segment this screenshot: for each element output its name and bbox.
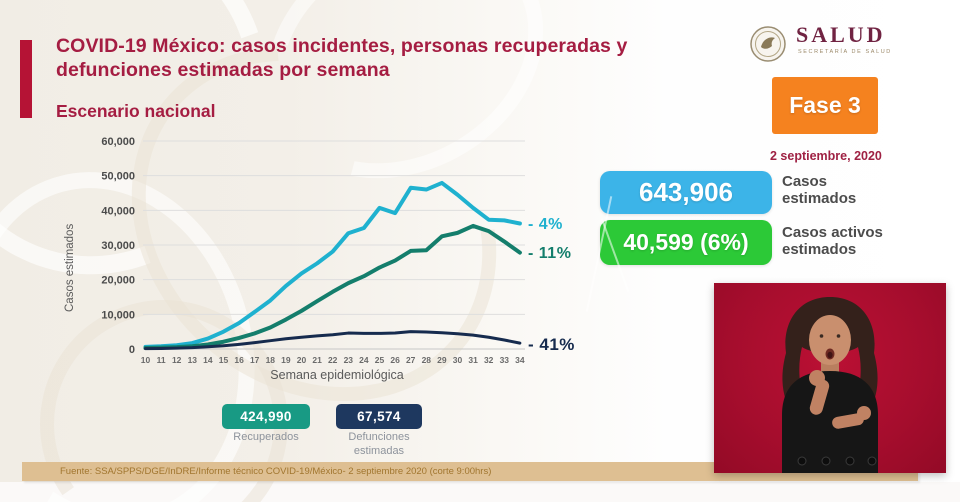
casos-activos-badge: 40,599 (6%) [600,220,772,265]
recuperados-label: Recuperados [233,431,299,443]
svg-text:30,000: 30,000 [101,240,135,252]
svg-text:50,000: 50,000 [101,171,135,183]
y-axis-title: Casos estimados [64,223,76,312]
svg-text:24: 24 [359,355,369,365]
salud-wordmark: SALUD [796,22,886,47]
svg-text:19: 19 [281,355,291,365]
svg-text:11: 11 [157,355,166,365]
salud-logo: SALUD SECRETARÍA DE SALUD [748,24,892,69]
pct-label-1: - 11% [528,245,572,262]
svg-text:31: 31 [468,355,478,365]
svg-text:33: 33 [500,355,510,365]
svg-text:25: 25 [375,355,385,365]
svg-text:12: 12 [172,355,182,365]
svg-text:15: 15 [219,355,229,365]
x-axis-title: Semana epidemiológica [270,368,404,382]
pct-label-2: - 41% [528,335,575,354]
svg-text:20: 20 [297,355,307,365]
svg-text:26: 26 [390,355,400,365]
casos-estimados-badge: 643,906 [600,171,772,214]
report-date: 2 septiembre, 2020 [770,149,882,163]
svg-text:34: 34 [515,355,525,365]
svg-text:16: 16 [234,355,244,365]
svg-text:13: 13 [188,355,198,365]
casos-estimados-label: Casos estimados [782,173,857,208]
svg-text:27: 27 [406,355,416,365]
salud-emblem-icon [748,24,788,69]
svg-text:18: 18 [266,355,276,365]
svg-text:21: 21 [312,355,322,365]
interpreter-figure [782,297,878,473]
svg-text:32: 32 [484,355,494,365]
page-title: COVID-19 México: casos incidentes, perso… [56,35,628,81]
svg-text:30: 30 [453,355,463,365]
svg-text:29: 29 [437,355,447,365]
defunciones-label: Defunciones estimadas [348,431,410,457]
source-text: Fuente: SSA/SPPS/DGE/InDRE/Informe técni… [60,466,492,477]
svg-text:40,000: 40,000 [101,205,135,217]
page-subtitle: Escenario nacional [56,101,216,121]
svg-text:23: 23 [344,355,354,365]
title-accent-bar [20,40,32,118]
svg-text:14: 14 [203,355,213,365]
svg-text:60,000: 60,000 [101,136,135,148]
svg-text:28: 28 [422,355,432,365]
casos-activos-label: Casos activos estimados [782,224,883,259]
epidemic-curve-chart: 60,000 50,000 40,000 30,000 20,000 10,000 0 10 1… [101,136,525,365]
svg-text:10,000: 10,000 [101,309,135,321]
salud-wordmark-sub: SECRETARÍA DE SALUD [798,49,892,55]
salud-logo-text: SALUD SECRETARÍA DE SALUD [796,22,892,56]
svg-text:17: 17 [250,355,260,365]
recuperados-badge: 424,990 [222,404,310,429]
svg-text:10: 10 [141,355,151,365]
source-strip: Fuente: SSA/SPPS/DGE/InDRE/Informe técni… [22,462,918,481]
defunciones-badge: 67,574 [336,404,422,429]
pct-label-0: - 4% [528,216,563,233]
svg-text:20,000: 20,000 [101,275,135,287]
phase-badge: Fase 3 [772,77,878,134]
sign-language-interpreter-video [714,283,946,473]
svg-text:22: 22 [328,355,338,365]
svg-text:0: 0 [129,344,135,356]
